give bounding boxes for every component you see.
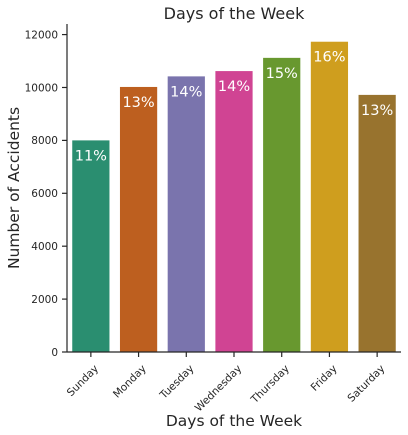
x-axis-label: Days of the Week [166, 412, 302, 430]
y-axis-ticks: 0 2000 4000 6000 8000 10000 12000 [25, 29, 67, 359]
bar-data-label: 13% [122, 95, 154, 111]
bar-data-label: 14% [170, 84, 202, 100]
bar-wednesday [215, 71, 253, 353]
bar-thursday [263, 57, 301, 352]
y-tick-label: 8000 [31, 135, 58, 147]
bar-tuesday [167, 76, 205, 352]
y-tick-label: 10000 [25, 82, 58, 94]
bar-data-label: 15% [266, 66, 298, 82]
bars-group [72, 41, 396, 353]
bar-data-label: 11% [75, 148, 107, 164]
y-tick-label: 12000 [25, 29, 58, 41]
bar-sunday [72, 140, 110, 352]
bar-monday [119, 86, 158, 353]
bar-labels-group: 11% 13% 14% 14% 15% 16% 13% [75, 50, 394, 165]
bar-data-label: 14% [218, 79, 250, 95]
x-tick-label: Thursday [248, 363, 292, 407]
bar-friday [310, 41, 349, 352]
y-tick-label: 2000 [31, 294, 58, 306]
y-tick-label: 4000 [31, 241, 58, 253]
x-tick-label: Monday [111, 363, 149, 401]
x-tick-label: Friday [309, 363, 340, 394]
y-tick-label: 6000 [31, 188, 58, 200]
y-tick-label: 0 [51, 347, 58, 359]
chart-title: Days of the Week [164, 4, 305, 23]
x-tick-label: Tuesday [157, 363, 196, 402]
bar-data-label: 13% [361, 103, 393, 119]
x-tick-label: Wednesday [193, 363, 244, 414]
x-tick-label: Sunday [65, 363, 101, 399]
bar-data-label: 16% [313, 50, 345, 66]
x-tick-label: Saturday [345, 363, 387, 405]
bar-saturday [358, 94, 396, 352]
y-axis-label: Number of Accidents [5, 107, 23, 269]
